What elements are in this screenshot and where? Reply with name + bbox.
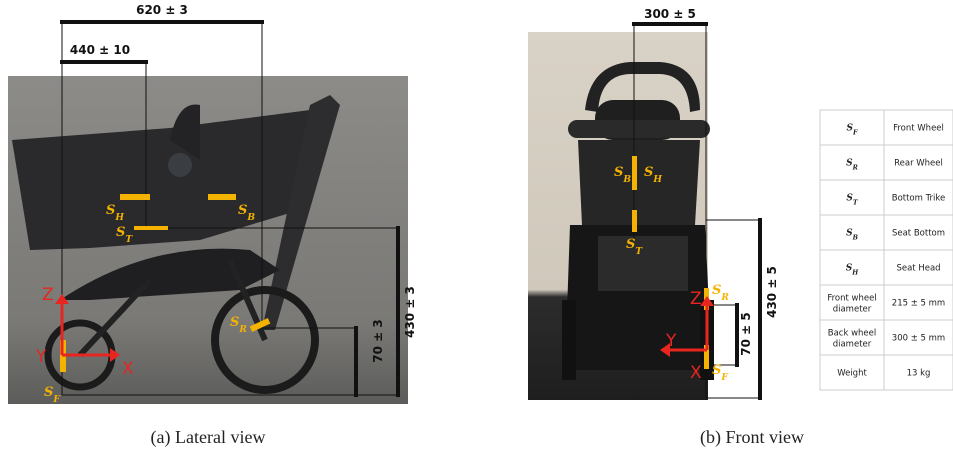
- table-text-line: Front wheel: [827, 294, 876, 304]
- sensor-label: SF: [712, 363, 728, 383]
- table-text: Front Wheel: [893, 124, 944, 134]
- caption: (b) Front view: [700, 427, 804, 448]
- sensor-label-main: S: [712, 363, 721, 378]
- axis-label: Z: [42, 285, 54, 305]
- sensor-label-sub: R: [720, 292, 729, 303]
- table-symbol-sub: F: [852, 129, 858, 136]
- table-text: Seat Head: [896, 264, 940, 274]
- axis-label: Y: [665, 331, 677, 351]
- sensor-label-sub: F: [52, 394, 60, 405]
- sensor-label-sub: R: [238, 324, 247, 335]
- sensor-label-main: S: [44, 385, 53, 400]
- sensor-label-main: S: [230, 315, 239, 330]
- table-text-line: diameter: [833, 305, 872, 315]
- dimension-label: 440 ± 10: [70, 43, 130, 57]
- table-symbol-sub: H: [851, 269, 859, 276]
- dimension-label: 430 ± 5: [765, 266, 779, 318]
- table-text: Bottom Trike: [892, 194, 946, 204]
- sensor-label: SR: [712, 283, 729, 303]
- front-photo: [528, 32, 714, 400]
- table-text: Seat Bottom: [892, 229, 945, 239]
- table-text-line: Back wheel: [828, 329, 877, 339]
- sensor-label-sub: F: [720, 372, 728, 383]
- sensor-label-sub: B: [622, 174, 631, 185]
- axis-label: X: [122, 359, 134, 379]
- table-text: 300 ± 5 mm: [892, 334, 945, 344]
- caption: (a) Lateral view: [151, 427, 266, 448]
- table-symbol-sub: B: [852, 234, 859, 241]
- axis-label: Z: [690, 289, 702, 309]
- table-text: Rear Wheel: [894, 159, 943, 169]
- dimension-label: 300 ± 5: [644, 7, 696, 21]
- sensor-label-sub: H: [652, 174, 662, 185]
- table-symbol-sub: R: [852, 164, 858, 171]
- sensor-label-main: S: [238, 203, 247, 218]
- sensor-label-main: S: [644, 165, 653, 180]
- dimension-label: 70 ± 5: [739, 312, 753, 355]
- dimension-label: 620 ± 3: [136, 3, 188, 17]
- axis-label: X: [690, 363, 702, 383]
- sensor-label-main: S: [626, 237, 635, 252]
- axis-label: Y: [35, 347, 47, 367]
- sensor-label-main: S: [106, 203, 115, 218]
- table-text: 13 kg: [907, 369, 931, 379]
- figure: 620 ± 3 440 ± 10 430 ± 3 70 ± 3 300 ± 5 …: [0, 0, 953, 454]
- sensor-label-main: S: [614, 165, 623, 180]
- dimension-label: 70 ± 3: [371, 319, 385, 362]
- dimension-label: 430 ± 3: [403, 286, 417, 338]
- sensor-label-main: S: [116, 225, 125, 240]
- table-text: Weight: [837, 369, 867, 379]
- sensor-label-sub: H: [114, 212, 124, 223]
- table-text-line: diameter: [833, 340, 872, 350]
- sensor-label-sub: B: [246, 212, 255, 223]
- table-text: 215 ± 5 mm: [892, 299, 945, 309]
- sensor-label-main: S: [712, 283, 721, 298]
